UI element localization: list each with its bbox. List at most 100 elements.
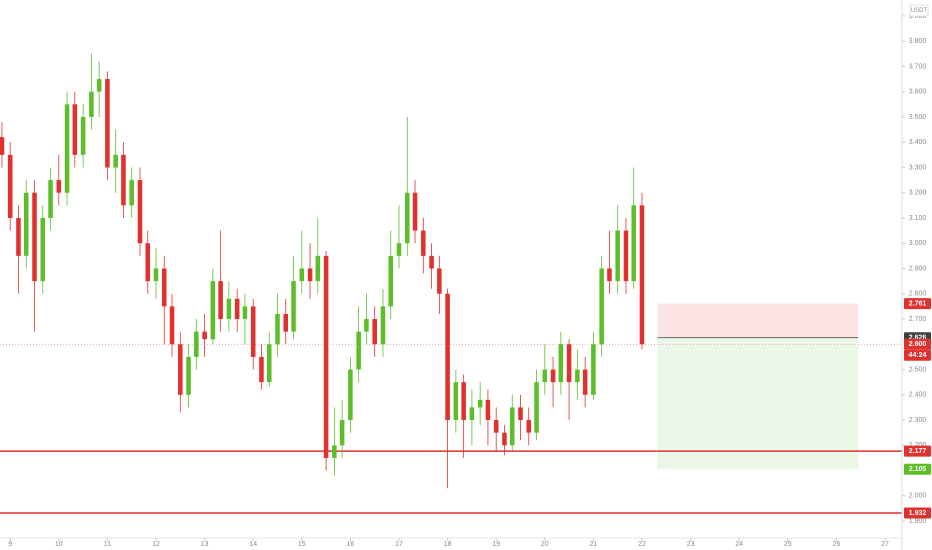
line-label-box <box>904 507 931 519</box>
y-tick-label: 2.800 <box>909 291 927 298</box>
y-tick-label: 3.400 <box>909 139 927 146</box>
x-tick-label: 14 <box>249 541 257 548</box>
line-label-box <box>904 445 931 457</box>
candle-body <box>615 230 620 282</box>
candle-body <box>364 319 369 332</box>
x-tick-label: 10 <box>55 541 63 548</box>
y-tick-label: 3.700 <box>909 63 927 70</box>
candle-body <box>161 268 167 307</box>
candle-body <box>558 344 564 383</box>
candle-body <box>396 243 402 256</box>
candle-body <box>469 407 475 421</box>
candle-body <box>121 154 126 206</box>
candle-body <box>105 79 110 168</box>
x-tick-label: 9 <box>8 541 12 548</box>
x-tick-label: 16 <box>347 541 355 548</box>
candle-body <box>477 399 483 408</box>
candle-body <box>129 180 134 206</box>
candle-body <box>169 306 175 345</box>
candle-body <box>631 205 637 282</box>
candle-body <box>323 255 329 458</box>
candle-body <box>315 255 321 282</box>
candle-body <box>339 420 345 446</box>
candle-body <box>485 399 491 421</box>
candle-body <box>518 407 523 421</box>
candle-body <box>550 369 556 383</box>
candle-body <box>380 306 386 345</box>
x-tick-label: 13 <box>201 541 209 548</box>
candle-body <box>32 192 37 282</box>
candle-body <box>307 268 313 282</box>
stop-zone <box>657 303 859 338</box>
candle-body <box>250 306 256 357</box>
y-tick-label: 3.100 <box>909 215 927 222</box>
candle-body <box>575 369 580 383</box>
x-tick-label: 23 <box>687 541 695 548</box>
candle-body <box>266 344 272 383</box>
x-tick-label: 20 <box>541 541 549 548</box>
y-tick-label: 3.500 <box>909 114 927 121</box>
candle-body <box>599 268 604 345</box>
candle-body <box>607 268 612 282</box>
y-tick-label: 2.900 <box>909 265 927 272</box>
candle-body <box>526 420 532 433</box>
candle-body <box>0 137 5 155</box>
y-tick-label: 2.700 <box>909 316 927 323</box>
candle-body <box>275 313 280 345</box>
candle-body <box>89 91 94 117</box>
candle-body <box>145 243 151 282</box>
last-price-label-box <box>904 338 931 350</box>
candle-body <box>291 281 296 332</box>
x-tick-label: 19 <box>492 541 500 548</box>
target-label-box <box>904 463 931 475</box>
candle-body <box>96 79 102 92</box>
candle-body <box>566 344 572 383</box>
y-tick-label: 2.300 <box>909 417 927 424</box>
countdown-box <box>904 349 931 361</box>
candle-body <box>153 268 159 282</box>
candle-body <box>72 104 78 155</box>
stop-label: 2.761 <box>909 300 927 307</box>
x-tick-label: 21 <box>589 541 597 548</box>
candle-body <box>461 382 466 421</box>
candle-body <box>372 319 377 345</box>
candle-body <box>534 382 539 433</box>
candle-body <box>388 255 394 307</box>
y-tick-label: 3.000 <box>909 240 927 247</box>
x-tick-label: 18 <box>444 541 452 548</box>
candle-body <box>404 192 410 244</box>
candle-body <box>23 192 29 256</box>
line-label: 2.177 <box>909 448 927 455</box>
candle-body <box>445 293 450 421</box>
x-tick-label: 22 <box>638 541 646 548</box>
candle-body <box>234 298 240 320</box>
y-tick-label: 2.400 <box>909 392 927 399</box>
candle-body <box>186 356 191 395</box>
candle-body <box>348 369 353 421</box>
candle-body <box>210 281 216 340</box>
candle-body <box>113 154 118 168</box>
currency: USDT <box>911 8 928 14</box>
candle-body <box>202 331 207 340</box>
candle-body <box>412 192 418 231</box>
candle-body <box>453 382 459 421</box>
candle-body <box>493 420 499 433</box>
x-tick-label: 26 <box>832 541 840 548</box>
y-tick-label: 3.600 <box>909 89 927 96</box>
countdown: 44:24 <box>909 352 927 359</box>
candle-body <box>283 313 289 332</box>
candle-body <box>7 154 13 218</box>
x-tick-label: 25 <box>784 541 792 548</box>
candle-body <box>542 369 548 383</box>
candle-body <box>639 205 645 345</box>
candle-body <box>48 180 53 218</box>
candle-body <box>437 268 442 294</box>
x-tick-label: 17 <box>395 541 403 548</box>
candle-body <box>218 281 223 320</box>
candle-body <box>56 180 62 193</box>
candle-body <box>259 356 264 383</box>
y-tick-label: 1.900 <box>909 518 927 525</box>
y-tick-label: 3.200 <box>909 190 927 197</box>
candle-body <box>80 116 86 155</box>
